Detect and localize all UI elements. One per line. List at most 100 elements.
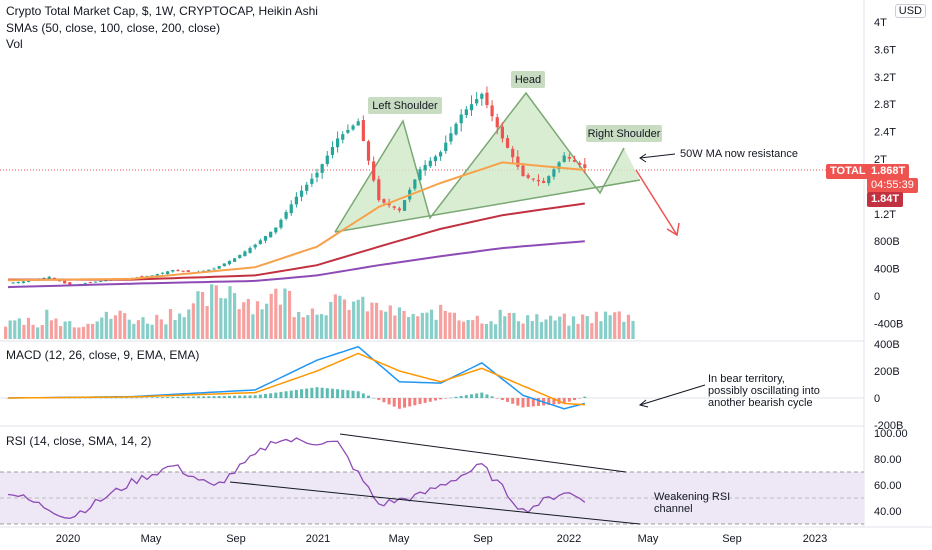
candle-body bbox=[542, 180, 546, 183]
volume-bar bbox=[590, 323, 594, 339]
volume-bar bbox=[461, 321, 466, 339]
volume-bar bbox=[548, 315, 553, 339]
volume-bar bbox=[471, 320, 475, 339]
volume-bar bbox=[127, 319, 131, 339]
volume-bar bbox=[150, 324, 154, 339]
macd-hist-bar bbox=[207, 396, 211, 398]
volume-bar bbox=[182, 317, 186, 339]
volume-legend[interactable]: Vol bbox=[6, 37, 23, 51]
macd-hist-bar bbox=[191, 396, 195, 398]
candle-body bbox=[341, 134, 345, 140]
candles bbox=[11, 86, 587, 286]
head-tag: Head bbox=[511, 71, 545, 88]
volume-bar bbox=[315, 314, 319, 339]
volume-bar bbox=[159, 319, 163, 339]
volume-bar bbox=[81, 326, 86, 339]
volume-bar bbox=[484, 324, 489, 339]
volume-bar bbox=[388, 305, 392, 339]
candle-body bbox=[248, 248, 252, 253]
currency-button[interactable]: USD bbox=[894, 4, 926, 18]
candle-body bbox=[160, 272, 165, 274]
ma-note-arrow bbox=[639, 153, 676, 159]
price-tick-label: 800B bbox=[874, 236, 900, 248]
volume-bar bbox=[68, 321, 72, 339]
volume-bar bbox=[489, 321, 493, 339]
candle-body bbox=[444, 142, 448, 152]
candle-body bbox=[531, 178, 535, 180]
candle-body bbox=[439, 152, 443, 157]
volume-bar bbox=[223, 298, 228, 339]
candle-body bbox=[68, 282, 72, 286]
candle-body bbox=[21, 281, 26, 284]
candle-body bbox=[222, 263, 226, 267]
volume-bar bbox=[306, 315, 310, 339]
candle-body bbox=[52, 277, 56, 280]
macd-hist-bar bbox=[94, 397, 98, 399]
macd-hist-bar bbox=[202, 396, 206, 398]
candle-body bbox=[505, 138, 510, 148]
macd-hist-bar bbox=[227, 395, 231, 398]
macd-hist-bar bbox=[217, 396, 221, 398]
macd-hist-bar bbox=[243, 395, 247, 398]
volume-bar bbox=[553, 320, 557, 339]
volume-bar bbox=[480, 323, 484, 339]
volume-bar bbox=[118, 310, 122, 339]
macd-hist-bar bbox=[300, 389, 304, 398]
volume-bar bbox=[356, 299, 360, 339]
candle-body bbox=[516, 156, 520, 167]
macd-hist-bar bbox=[495, 398, 499, 399]
macd-hist-bar bbox=[233, 395, 237, 398]
rsi-tick-label: 60.00 bbox=[874, 480, 902, 492]
rsi-note-line2: channel bbox=[654, 503, 693, 515]
macd-hist-bar bbox=[511, 398, 515, 404]
candle-body bbox=[351, 125, 355, 130]
macd-hist-bar bbox=[258, 394, 262, 398]
macd-legend[interactable]: MACD (12, 26, close, 9, EMA, EMA) bbox=[6, 348, 200, 362]
macd-hist-bar bbox=[372, 397, 376, 399]
macd-hist-bar bbox=[475, 393, 479, 398]
symbol-tag: TOTAL bbox=[826, 164, 870, 179]
candle-body bbox=[377, 179, 381, 201]
volume-bar bbox=[411, 313, 415, 339]
macd-hist-bar bbox=[423, 398, 427, 403]
candle-body bbox=[299, 190, 304, 197]
candle-body bbox=[495, 117, 499, 128]
volume-bar bbox=[622, 321, 626, 339]
rsi-tick-label: 100.00 bbox=[874, 428, 908, 440]
bar-countdown: 04:55:39 bbox=[867, 178, 918, 193]
macd-hist-bar bbox=[428, 398, 432, 402]
candle-body bbox=[464, 109, 468, 116]
candle-body bbox=[176, 270, 180, 272]
macd-hist-bar bbox=[583, 396, 587, 398]
rsi-axis: 100.00 80.00 60.00 40.00 bbox=[874, 428, 908, 518]
volume-bar bbox=[329, 301, 333, 339]
candle-body bbox=[511, 148, 515, 158]
volume-bar bbox=[237, 309, 241, 339]
price-tick-label: 2.8T bbox=[874, 99, 896, 111]
volume-bar bbox=[164, 324, 168, 339]
rsi-legend[interactable]: RSI (14, close, SMA, 14, 2) bbox=[6, 434, 152, 448]
macd-hist-bar bbox=[351, 390, 355, 398]
volume-bar bbox=[512, 312, 516, 339]
volume-bar bbox=[397, 307, 402, 339]
macd-hist-bar bbox=[367, 395, 370, 398]
macd-hist-bar bbox=[104, 397, 108, 399]
macd-histogram bbox=[6, 387, 587, 409]
candle-body bbox=[536, 179, 541, 182]
macd-note-arrow bbox=[639, 384, 706, 406]
candle-body bbox=[397, 208, 401, 211]
candle-body bbox=[320, 164, 324, 173]
macd-hist-bar bbox=[536, 398, 540, 406]
candle-body bbox=[27, 280, 31, 282]
volume-bar bbox=[251, 314, 255, 339]
candle-body bbox=[433, 156, 438, 162]
macd-hist-bar bbox=[552, 398, 556, 405]
volume-bar bbox=[475, 315, 479, 339]
sma-legend[interactable]: SMAs (50, close, 100, close, 200, close) bbox=[6, 21, 221, 35]
candle-body bbox=[557, 162, 561, 170]
candle-body bbox=[572, 160, 577, 162]
rsi-tick-label: 80.00 bbox=[874, 454, 902, 466]
candle-body bbox=[16, 281, 20, 284]
macd-hist-bar bbox=[377, 398, 381, 401]
macd-hist-bar bbox=[361, 393, 365, 398]
